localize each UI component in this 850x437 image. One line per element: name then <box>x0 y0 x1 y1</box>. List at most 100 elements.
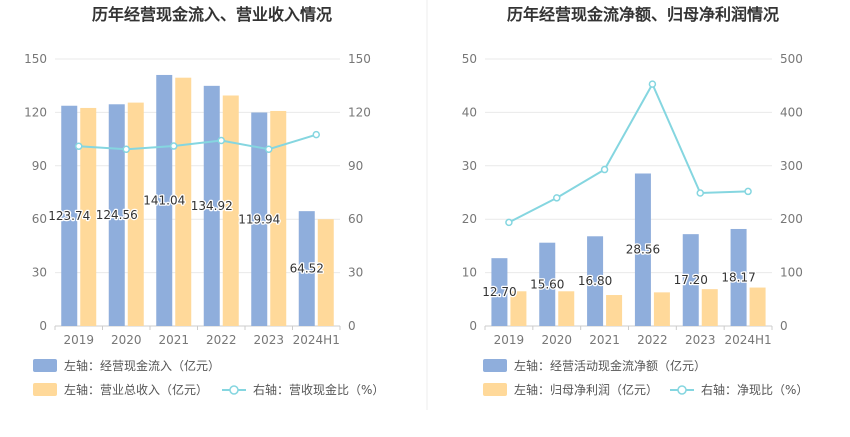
legend-swatch <box>33 359 57 372</box>
y-right-tick-label: 90 <box>348 159 363 173</box>
x-tick-label: 2020 <box>541 333 572 347</box>
ratio-point[interactable] <box>696 189 704 197</box>
legend-label: 左轴：经营活动现金流净额（亿元） <box>514 358 706 373</box>
x-tick-label: 2023 <box>253 333 284 347</box>
ratio-point[interactable] <box>75 142 83 150</box>
bar-primary[interactable] <box>634 173 651 326</box>
ratio-point[interactable] <box>600 165 609 174</box>
bar-primary[interactable] <box>682 234 699 326</box>
legend-item[interactable]: 左轴：经营活动现金流净额（亿元） <box>483 358 706 373</box>
bar-primary[interactable] <box>539 242 556 326</box>
y-left-tick-label: 120 <box>24 105 47 119</box>
bar-secondary[interactable] <box>510 291 527 326</box>
y-left-tick-label: 150 <box>24 52 47 66</box>
x-tick-label: 2023 <box>685 333 716 347</box>
legend-label: 右轴：净现比（%） <box>701 382 808 397</box>
y-right-tick-label: 60 <box>348 212 363 226</box>
x-tick-label: 2021 <box>589 333 620 347</box>
ratio-point[interactable] <box>553 194 561 202</box>
bar-secondary[interactable] <box>175 77 192 326</box>
legend-item[interactable]: 右轴：营收现金比（%） <box>222 382 384 397</box>
data-label: 123.74 <box>48 209 90 223</box>
y-right-tick-label: 0 <box>348 319 356 333</box>
legend-label: 左轴：归母净利润（亿元） <box>514 382 658 397</box>
ratio-point[interactable] <box>505 218 513 227</box>
legend-item[interactable]: 左轴：经营现金流入（亿元） <box>33 358 220 373</box>
bar-secondary[interactable] <box>606 295 623 326</box>
legend-label: 右轴：营收现金比（%） <box>253 382 384 397</box>
legend-label: 左轴：营业总收入（亿元） <box>64 382 208 397</box>
legend-item[interactable]: 右轴：净现比（%） <box>670 382 808 397</box>
y-left-tick-label: 50 <box>462 52 477 66</box>
data-label: 141.04 <box>143 193 185 207</box>
y-left-tick-label: 90 <box>32 159 47 173</box>
y-left-tick-label: 60 <box>32 212 47 226</box>
y-left-tick-label: 40 <box>462 105 477 119</box>
x-tick-label: 2024H1 <box>293 333 340 347</box>
y-right-tick-label: 150 <box>348 52 371 66</box>
legend-swatch <box>483 383 507 396</box>
bar-primary[interactable] <box>61 105 78 326</box>
bar-primary[interactable] <box>156 74 173 327</box>
bar-secondary[interactable] <box>222 95 239 327</box>
x-tick-label: 2019 <box>63 333 94 347</box>
y-right-tick-label: 400 <box>780 105 803 119</box>
y-right-tick-label: 0 <box>780 319 788 333</box>
bar-secondary[interactable] <box>270 110 287 326</box>
bar-secondary[interactable] <box>749 287 766 326</box>
y-left-tick-label: 10 <box>462 266 477 280</box>
bar-primary[interactable] <box>730 228 747 326</box>
bar-primary[interactable] <box>203 85 220 326</box>
y-right-tick-label: 500 <box>780 52 803 66</box>
legend-label: 左轴：经营现金流入（亿元） <box>64 358 220 373</box>
chart-2: 历年经营现金流净额、归母净利润情况01020304050010020030040… <box>462 5 809 397</box>
ratio-point[interactable] <box>217 136 225 145</box>
y-left-tick-label: 30 <box>462 159 477 173</box>
y-right-tick-label: 120 <box>348 105 371 119</box>
x-tick-label: 2021 <box>158 333 189 347</box>
y-right-tick-label: 200 <box>780 212 803 226</box>
legend-item[interactable]: 左轴：营业总收入（亿元） <box>33 382 208 397</box>
bar-primary[interactable] <box>298 211 315 326</box>
bar-secondary[interactable] <box>558 291 575 326</box>
data-label: 16.80 <box>578 274 612 288</box>
x-tick-label: 2022 <box>637 333 668 347</box>
ratio-point[interactable] <box>744 187 752 196</box>
data-label: 28.56 <box>626 243 660 257</box>
x-tick-label: 2019 <box>494 333 525 347</box>
y-right-tick-label: 300 <box>780 159 803 173</box>
data-label: 119.94 <box>238 212 280 226</box>
y-left-tick-label: 20 <box>462 212 477 226</box>
y-left-tick-label: 0 <box>469 319 477 333</box>
bar-secondary[interactable] <box>701 289 718 326</box>
ratio-point[interactable] <box>265 145 273 153</box>
legend-marker <box>677 385 687 395</box>
legend-item[interactable]: 左轴：归母净利润（亿元） <box>483 382 658 397</box>
bar-secondary[interactable] <box>653 292 670 326</box>
bar-secondary[interactable] <box>127 102 144 326</box>
y-left-tick-label: 0 <box>39 319 47 333</box>
ratio-point[interactable] <box>170 142 178 150</box>
bar-primary[interactable] <box>251 112 268 326</box>
y-right-tick-label: 30 <box>348 266 363 280</box>
bar-secondary[interactable] <box>317 219 334 326</box>
y-right-tick-label: 100 <box>780 266 803 280</box>
bar-primary[interactable] <box>108 104 125 326</box>
ratio-line <box>508 81 749 224</box>
data-label: 134.92 <box>191 199 233 213</box>
ratio-point[interactable] <box>312 130 320 139</box>
legend-swatch <box>33 383 57 396</box>
chart-title: 历年经营现金流净额、归母净利润情况 <box>507 5 779 24</box>
bar-secondary[interactable] <box>80 107 97 326</box>
bar-primary[interactable] <box>491 258 508 326</box>
x-tick-label: 2024H1 <box>724 333 771 347</box>
ratio-point[interactable] <box>122 145 130 153</box>
bar-primary[interactable] <box>587 236 604 326</box>
x-tick-label: 2020 <box>111 333 142 347</box>
data-label: 64.52 <box>290 262 324 276</box>
data-label: 18.17 <box>721 270 755 284</box>
ratio-point[interactable] <box>648 80 657 88</box>
data-label: 17.20 <box>674 273 708 287</box>
